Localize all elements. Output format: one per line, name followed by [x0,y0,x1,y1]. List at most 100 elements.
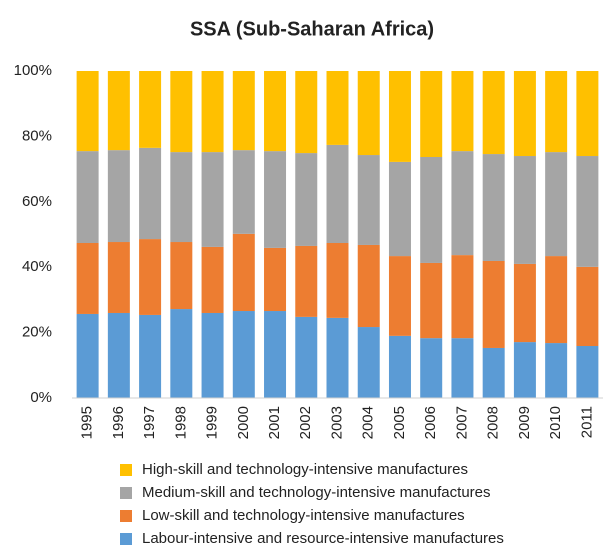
y-tick-label: 40% [22,258,52,275]
y-tick-label: 80% [22,127,52,144]
bar-segment [232,150,255,234]
bar-segment [139,239,162,315]
bar-segment [420,338,443,398]
x-tick-label: 2000 [235,406,252,439]
bar-segment [326,144,349,244]
bar-segment [576,346,599,398]
bar-segment [295,316,318,398]
bar-segment [545,71,568,153]
bar-segment [388,161,411,257]
bar-segment [170,242,193,310]
bar-segment [482,347,505,398]
x-tick-label: 2003 [328,406,345,439]
bar-segment [451,255,474,339]
bar-segment [201,152,224,247]
legend-label: High-skill and technology-intensive manu… [142,461,468,478]
bar-segment [232,71,255,151]
bar-segment [482,154,505,261]
x-tick-label: 2011 [578,406,595,438]
x-tick-label: 1997 [141,406,158,439]
bar-segment [139,147,162,240]
x-tick-label: 2002 [297,406,314,439]
bar-segment [357,244,380,328]
bar-segment [76,243,99,314]
bar-segment [264,311,287,398]
x-tick-label: 2004 [360,406,377,439]
bar-segment [76,151,99,244]
bar-segment [388,335,411,398]
bar-segment [139,314,162,398]
legend-swatch [120,510,132,522]
bar-segment [295,245,318,317]
bar-segment [107,312,130,398]
x-tick-label: 2005 [391,406,408,439]
bar-segment [513,71,536,157]
bar-segment [264,71,287,152]
x-tick-label: 2006 [422,406,439,439]
bar-segment [107,150,130,243]
bar-segment [451,151,474,256]
bar-segment [232,233,255,312]
x-tick-label: 2001 [266,406,283,439]
bar-segment [201,71,224,153]
bar-segment [482,260,505,348]
bar-segment [545,152,568,257]
bar-segment [107,71,130,151]
bar-segment [513,263,536,343]
bar-segment [201,312,224,398]
bar-segment [545,343,568,398]
y-tick-label: 0% [30,389,52,406]
bar-segment [545,256,568,344]
x-tick-label: 2010 [547,406,564,439]
bar-segment [232,311,255,398]
bar-segment [357,327,380,398]
bar-segment [326,71,349,145]
bar-segment [388,71,411,162]
x-tick-label: 2009 [516,406,533,439]
x-tick-label: 2007 [453,406,470,439]
legend-label: Medium-skill and technology-intensive ma… [142,484,491,501]
bar-segment [451,71,474,152]
bar-segment [420,71,443,158]
legend-label: Labour-intensive and resource-intensive … [142,530,504,547]
bar-segment [326,243,349,318]
bar-segment [295,71,318,154]
x-tick-label: 2008 [485,406,502,439]
y-tick-label: 60% [22,193,52,210]
bar-segment [170,152,193,243]
y-tick-label: 100% [14,62,52,79]
bar-segment [357,71,380,156]
bar-segment [295,153,318,246]
bar-segment [357,155,380,245]
bar-segment [388,256,411,336]
bar-segment [513,342,536,398]
x-tick-label: 1998 [172,406,189,439]
bar-segment [264,151,287,248]
bar-segment [107,242,130,313]
bar-segment [326,317,349,398]
x-tick-label: 1996 [110,406,127,439]
bar-segment [576,71,599,157]
legend-swatch [120,533,132,545]
bar-segment [201,246,224,313]
bar-segment [170,71,193,153]
bar-segment [576,156,599,267]
bar-segment [76,313,99,398]
x-tick-label: 1995 [79,406,96,439]
legend-swatch [120,464,132,476]
bar-segment [170,309,193,398]
chart-title: SSA (Sub-Saharan Africa) [190,18,434,40]
legend-swatch [120,487,132,499]
bar-segment [451,338,474,398]
bar-segment [513,156,536,264]
bar-segment [482,71,505,155]
bar-segment [76,71,99,152]
legend-label: Low-skill and technology-intensive manuf… [142,507,465,524]
x-tick-label: 1999 [204,406,221,439]
bar-segment [264,247,287,312]
bar-segment [576,266,599,347]
bar-segment [139,71,162,148]
y-tick-label: 20% [22,324,52,341]
bar-segment [420,157,443,263]
